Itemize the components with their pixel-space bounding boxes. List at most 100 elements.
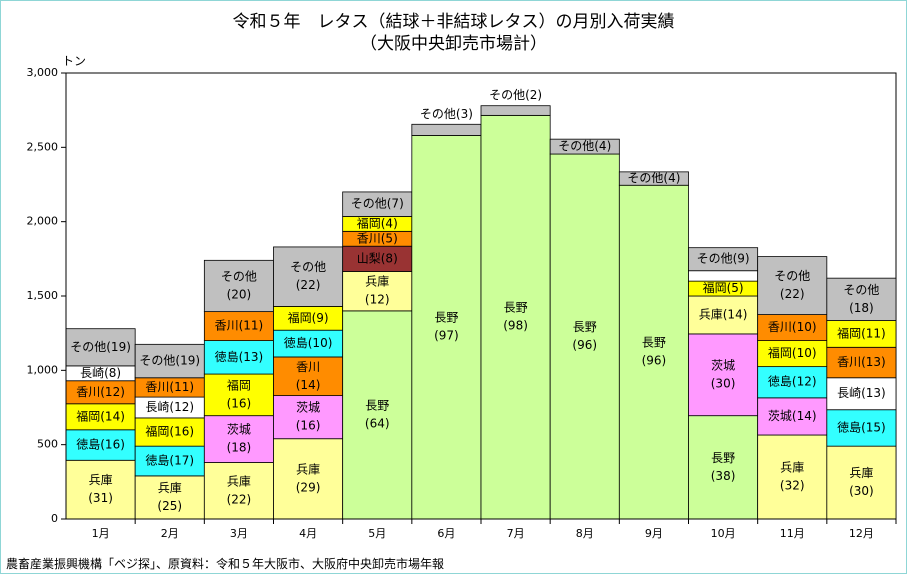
bar-segment-label: 香川(12)	[76, 385, 125, 399]
x-tick-label: 8月	[576, 527, 594, 540]
bar-segment-label: その他	[774, 269, 810, 283]
bar-segment	[342, 191, 413, 217]
x-tick-label: 3月	[230, 527, 248, 540]
bar-segment-value: (14)	[296, 378, 321, 392]
bar-segment	[826, 377, 897, 411]
bar-segment	[688, 270, 759, 282]
bar-segment-label: 徳島(13)	[215, 349, 264, 364]
bar-segment-value: (16)	[296, 419, 321, 433]
chart-subtitle: （大阪中央卸売市場計）	[360, 34, 547, 54]
bar-segment-label: 長野	[504, 301, 528, 315]
bar-segment-value: (20)	[227, 287, 252, 301]
bar-segment-label: 長野	[711, 451, 735, 465]
bar-segment-label: その他	[843, 283, 879, 297]
bar-segment-label: 福岡(4)	[357, 215, 398, 230]
bar-segment	[826, 445, 897, 520]
bar-segment	[203, 415, 274, 463]
bar-segment-value: (25)	[157, 499, 182, 513]
bar-segment-label: その他	[290, 260, 326, 274]
bar-segment-label: 兵庫	[227, 474, 251, 488]
bar-segment-label: 香川(11)	[145, 380, 194, 394]
bar-segment-label: 茨城	[227, 423, 251, 437]
bar-segment-label: 福岡(5)	[703, 280, 744, 295]
bar-segment	[342, 245, 413, 272]
bar-segment	[549, 153, 620, 520]
x-tick-label: 6月	[437, 527, 455, 540]
bar-segment-label: その他(4)	[558, 139, 611, 153]
bar-segment-label: 香川(5)	[357, 231, 398, 245]
bar-segment-value: (18)	[227, 441, 252, 455]
x-tick-label: 1月	[92, 527, 110, 540]
y-tick-label: 2,500	[27, 140, 59, 153]
bar-segment-label: 福岡(10)	[768, 345, 817, 360]
bar-segment	[688, 415, 759, 520]
x-tick-label: 9月	[645, 527, 663, 540]
bar-segment-label: その他(19)	[139, 354, 200, 368]
bar-segment-label: 兵庫	[780, 461, 804, 475]
bar-segment-value: (38)	[711, 469, 736, 483]
bar-segment-value: (31)	[88, 491, 113, 505]
y-tick-label: 1,000	[27, 363, 59, 376]
bar-segment-value: (96)	[642, 354, 667, 368]
bar-segment-value: (29)	[296, 480, 321, 494]
x-tick-label: 11月	[780, 527, 805, 540]
bar-segment	[273, 246, 344, 307]
bar-segment-label: 茨城	[296, 401, 320, 415]
bar-segment-label: 長野	[573, 320, 597, 334]
bar-segment-label: その他	[221, 269, 257, 283]
bar-segment-value: (30)	[711, 376, 736, 390]
x-tick-label: 12月	[849, 527, 874, 540]
bar-segment-label: 香川(13)	[837, 355, 886, 369]
bar-segment	[342, 310, 413, 520]
bar-segment	[826, 277, 897, 321]
bar-segment-label: 徳島(10)	[284, 335, 333, 350]
bar-segment	[757, 366, 828, 399]
bar-segment-label: 長野	[365, 398, 389, 412]
bar-segment-label: 兵庫(14)	[699, 307, 748, 321]
bar-segment-label: その他(3)	[420, 107, 473, 121]
bar-segment	[757, 256, 828, 315]
bar-segment	[342, 271, 413, 312]
x-tick-label: 4月	[299, 527, 317, 540]
bar-segment	[134, 417, 205, 447]
bar-segment-label: 福岡(9)	[288, 310, 329, 325]
bar-segment-label: 兵庫	[158, 481, 182, 495]
bar-segment-label: その他(19)	[70, 340, 131, 354]
y-tick-label: 500	[37, 438, 58, 451]
bar-segment-value: (16)	[227, 396, 252, 410]
bar-segment-label: 香川	[296, 360, 320, 374]
x-tick-label: 10月	[711, 527, 736, 540]
y-tick-label: 0	[51, 512, 58, 525]
bar-segment	[134, 343, 205, 379]
bar-segment	[757, 434, 828, 520]
bar-segment	[480, 105, 551, 116]
bar-segment	[203, 311, 274, 341]
bar-segment	[65, 459, 136, 520]
bar-segment	[203, 462, 274, 520]
bar-segment	[273, 438, 344, 520]
x-tick-label: 5月	[368, 527, 386, 540]
bar-segment-label: 兵庫	[365, 275, 389, 289]
bar-segment-label: 茨城	[711, 358, 735, 372]
bar-segment	[826, 320, 897, 348]
bar-segment	[618, 184, 689, 520]
bar-segment	[203, 373, 274, 417]
bar-segment-label: 香川(11)	[215, 319, 264, 333]
bar-segment-value: (22)	[296, 278, 321, 292]
bar-segment	[757, 340, 828, 368]
bar-segment-label: 長崎(8)	[80, 366, 121, 380]
bar-segment	[826, 409, 897, 447]
bar-segment-label: 福岡(16)	[145, 424, 194, 439]
bar-segment-label: 茨城(14)	[768, 409, 817, 423]
bar-segment	[203, 340, 274, 375]
bar-segment	[411, 123, 482, 136]
bar-segment-value: (12)	[365, 293, 390, 307]
bar-segment-label: その他(9)	[697, 252, 750, 266]
bar-segment	[411, 135, 482, 520]
bar-segment	[618, 171, 689, 186]
bar-segment-label: 香川(10)	[768, 320, 817, 334]
bar-segment-label: 長野	[642, 336, 666, 350]
bar-segment-label: 福岡(14)	[76, 408, 125, 423]
bar-segment-label: 徳島(17)	[145, 453, 194, 468]
